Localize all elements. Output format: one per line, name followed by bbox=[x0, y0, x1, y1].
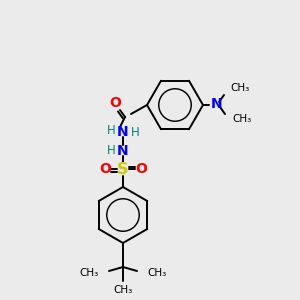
Text: S: S bbox=[117, 161, 129, 176]
Text: O: O bbox=[109, 96, 121, 110]
Text: O: O bbox=[99, 162, 111, 176]
Text: CH₃: CH₃ bbox=[113, 285, 133, 295]
Text: CH₃: CH₃ bbox=[230, 83, 249, 93]
Text: CH₃: CH₃ bbox=[232, 114, 251, 124]
Text: N: N bbox=[117, 144, 129, 158]
Text: H: H bbox=[106, 143, 116, 157]
Text: H: H bbox=[106, 124, 116, 136]
Text: CH₃: CH₃ bbox=[147, 268, 166, 278]
Text: O: O bbox=[135, 162, 147, 176]
Text: N: N bbox=[211, 97, 223, 111]
Text: N: N bbox=[117, 125, 129, 139]
Text: CH₃: CH₃ bbox=[80, 268, 99, 278]
Text: H: H bbox=[130, 127, 140, 140]
